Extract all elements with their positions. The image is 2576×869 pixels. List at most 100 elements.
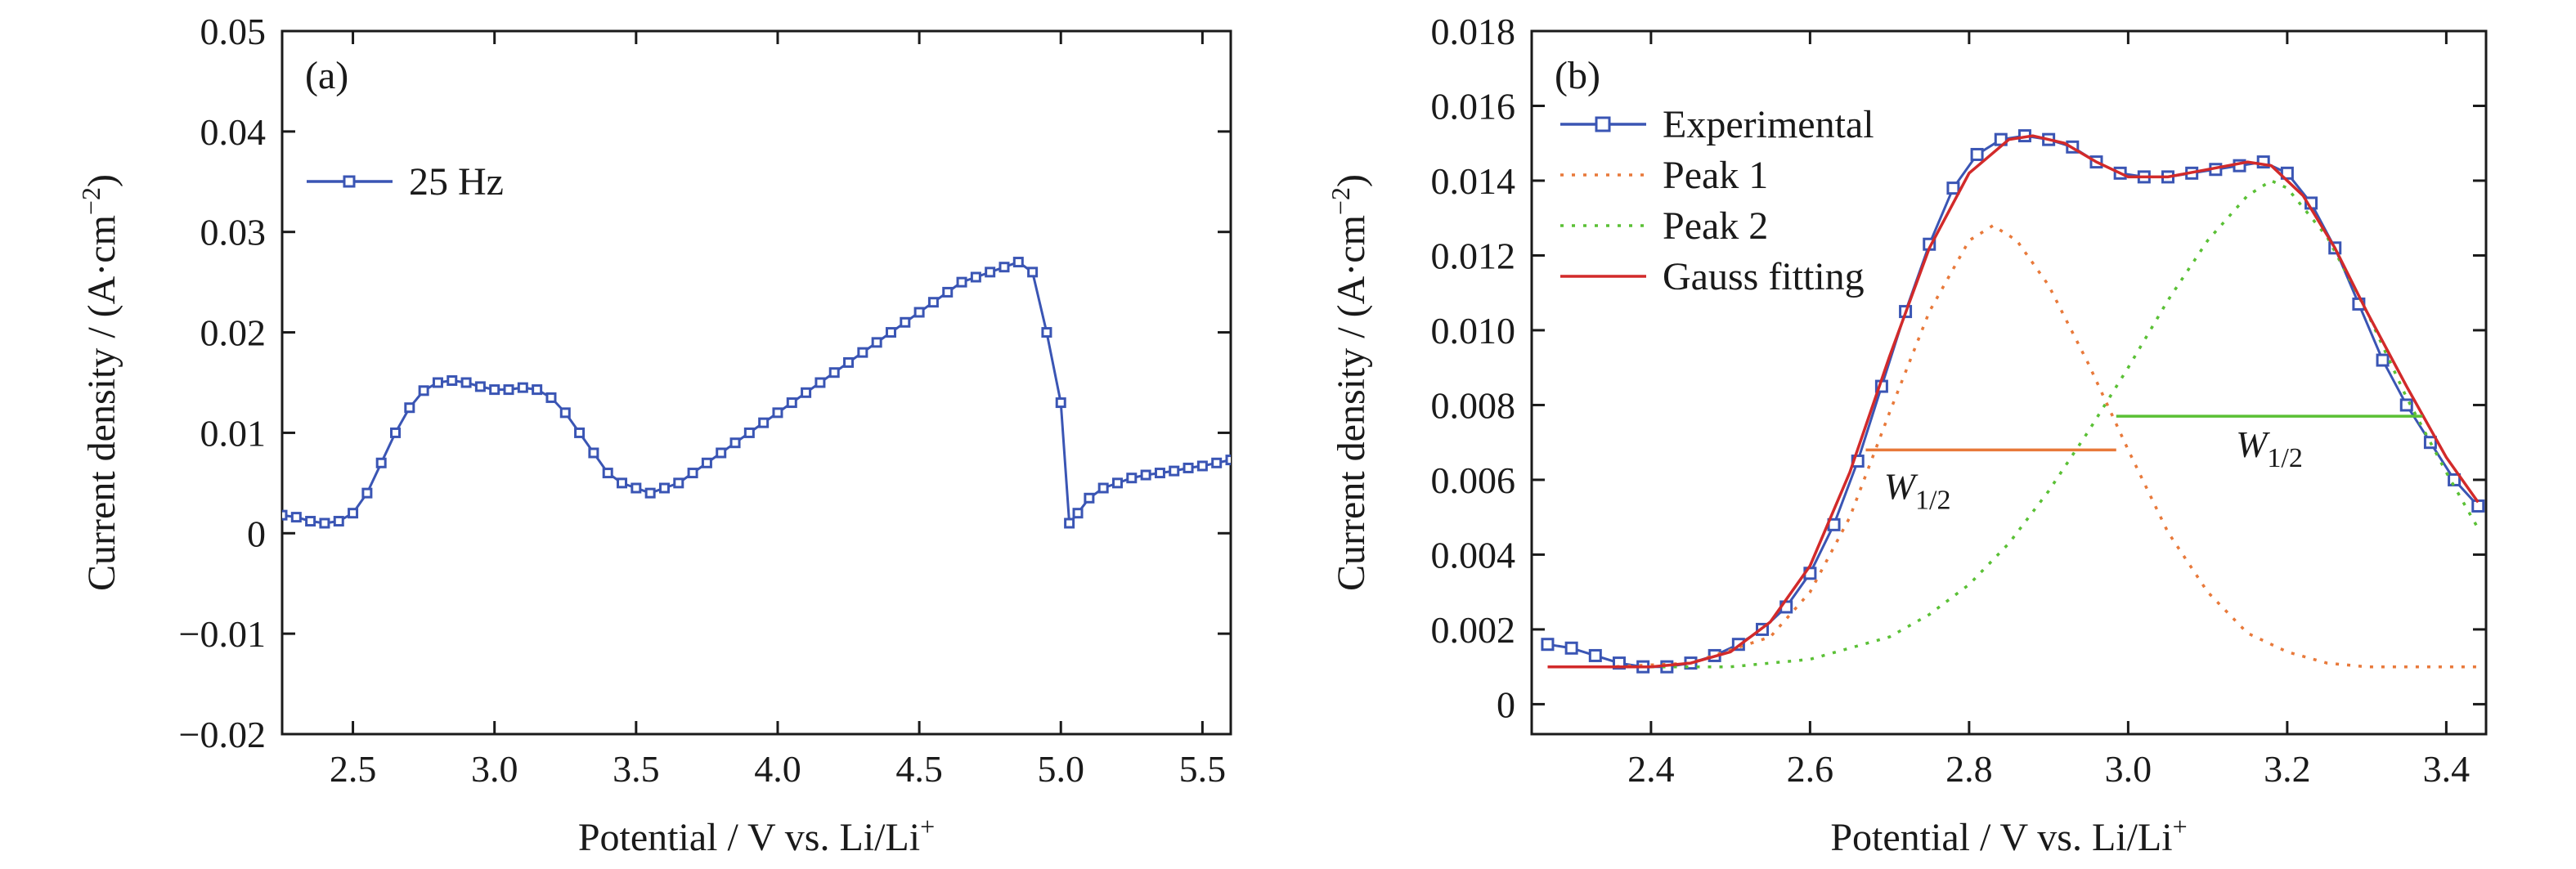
data-point-25-hz xyxy=(1027,267,1039,278)
legend-label-gauss-fitting: Gauss fitting xyxy=(1663,255,1865,298)
y-tick-label: 0.03 xyxy=(200,212,267,253)
data-point-25-hz xyxy=(517,382,528,393)
data-point-experimental xyxy=(2280,166,2294,180)
data-point-25-hz xyxy=(489,384,500,396)
data-point-25-hz xyxy=(701,457,712,468)
plot-frame xyxy=(1530,29,2488,736)
y-axis-title: Current density / (A·cm−2) xyxy=(1326,174,1373,591)
data-point-25-hz xyxy=(588,447,599,459)
legend-label-experimental: Experimental xyxy=(1663,103,1874,146)
x-tick-label: 4.5 xyxy=(895,748,943,790)
data-point-25-hz xyxy=(305,516,316,527)
legend-label-25-hz: 25 Hz xyxy=(409,160,504,204)
data-point-25-hz xyxy=(348,508,359,519)
data-point-25-hz xyxy=(815,377,826,388)
x-tick-label: 5.0 xyxy=(1037,748,1084,790)
series-line-gauss-fitting xyxy=(1547,134,2480,669)
data-point-25-hz xyxy=(631,482,642,494)
data-point-experimental xyxy=(1541,638,1555,652)
data-point-25-hz xyxy=(1111,477,1123,489)
data-point-25-hz xyxy=(1196,460,1208,472)
data-point-25-hz xyxy=(460,377,472,388)
y-tick-label: 0.012 xyxy=(1431,235,1516,276)
y-tick-label: 0.008 xyxy=(1431,384,1516,426)
data-point-25-hz xyxy=(900,316,911,328)
y-tick-label: 0.018 xyxy=(1431,11,1516,52)
data-point-experimental xyxy=(1588,648,1602,662)
data-point-experimental xyxy=(1564,641,1578,655)
y-axis-title-superscript: −2 xyxy=(76,187,105,215)
legend: 25 Hz xyxy=(307,160,504,204)
panel-a-chart: 2.5 3.0 3.5 4.0 4.5 5.0 5.5 −0.02 −0.01 0 0.01 0.02… xyxy=(76,11,1232,859)
data-point-25-hz xyxy=(361,487,373,499)
x-axis-title-superscript: + xyxy=(920,812,935,841)
panel-label: (b) xyxy=(1555,54,1600,97)
data-point-25-hz xyxy=(716,447,727,459)
legend-marker-25-hz xyxy=(343,175,356,188)
data-point-25-hz xyxy=(1169,465,1180,477)
y-tick-label: 0 xyxy=(247,513,266,554)
y-tick-label: 0.04 xyxy=(200,111,267,153)
data-point-25-hz xyxy=(1012,257,1024,268)
data-point-25-hz xyxy=(290,512,302,523)
data-layer xyxy=(1541,129,2485,674)
y-tick-label: 0.004 xyxy=(1431,534,1516,576)
y-tick-label: 0.002 xyxy=(1431,609,1516,651)
data-point-25-hz xyxy=(999,262,1010,273)
data-point-25-hz xyxy=(390,427,402,438)
data-point-25-hz xyxy=(658,482,670,494)
x-tick-label: 2.4 xyxy=(1627,748,1675,790)
fwhm-label-1: W1/2 xyxy=(1884,465,1951,515)
legend-marker-experimental xyxy=(1595,116,1611,132)
y-tick-label: 0.014 xyxy=(1431,160,1516,202)
x-axis-title: Potential / V vs. Li/Li+ xyxy=(578,812,935,859)
data-point-25-hz xyxy=(1041,327,1052,338)
x-tick-label: 4.0 xyxy=(754,748,801,790)
x-tick-label: 5.5 xyxy=(1179,748,1227,790)
data-point-25-hz xyxy=(970,271,981,283)
data-point-25-hz xyxy=(282,509,288,521)
y-tick-label: 0.02 xyxy=(200,312,267,354)
y-tick-label: 0.010 xyxy=(1431,310,1516,352)
y-tick-label: −0.01 xyxy=(179,613,266,655)
data-point-25-hz xyxy=(871,337,882,348)
data-point-experimental xyxy=(2376,353,2390,367)
data-point-25-hz xyxy=(404,402,415,414)
x-axis-title: Potential / V vs. Li/Li+ xyxy=(1830,812,2187,859)
data-point-25-hz xyxy=(758,417,770,428)
data-point-25-hz xyxy=(786,397,797,409)
data-point-25-hz xyxy=(418,385,429,396)
legend: Experimental Peak 1 Peak 2 Gauss fitting xyxy=(1560,103,1874,298)
data-point-25-hz xyxy=(985,267,996,278)
data-point-25-hz xyxy=(801,387,812,398)
data-point-25-hz xyxy=(1055,397,1066,409)
data-point-25-hz xyxy=(644,487,656,499)
series-line-peak-2 xyxy=(1547,179,2480,669)
fwhm-label-2: W1/2 xyxy=(2236,423,2303,473)
y-axis-title: Current density / (A·cm−2) xyxy=(76,174,123,591)
y-axis-title-superscript: −2 xyxy=(1326,187,1355,215)
data-point-25-hz xyxy=(1126,473,1138,484)
data-point-25-hz xyxy=(956,276,967,288)
data-point-25-hz xyxy=(602,468,613,479)
x-tick-label: 3.5 xyxy=(613,748,660,790)
data-point-experimental xyxy=(1970,147,1984,161)
data-point-25-hz xyxy=(1225,455,1231,466)
data-point-25-hz xyxy=(1140,469,1151,481)
data-point-25-hz xyxy=(559,407,571,419)
y-axis-title-end: ) xyxy=(80,174,123,187)
data-point-25-hz xyxy=(687,468,698,479)
data-point-25-hz xyxy=(673,477,684,489)
y-tick-label: 0.016 xyxy=(1431,85,1516,127)
data-point-25-hz xyxy=(574,427,586,438)
y-tick-label: 0 xyxy=(1497,683,1515,725)
panel-b-chart: 2.4 2.6 2.8 3.0 3.2 3.4 0 0.002 0.004 0.006 0.008 0… xyxy=(1326,11,2488,859)
x-tick-label: 3.0 xyxy=(471,748,518,790)
data-point-25-hz xyxy=(319,517,330,529)
y-tick-label: 0.05 xyxy=(200,11,267,52)
data-point-25-hz xyxy=(447,375,458,387)
data-point-experimental xyxy=(1946,181,1960,195)
data-point-25-hz xyxy=(432,377,443,388)
data-point-25-hz xyxy=(474,381,486,392)
